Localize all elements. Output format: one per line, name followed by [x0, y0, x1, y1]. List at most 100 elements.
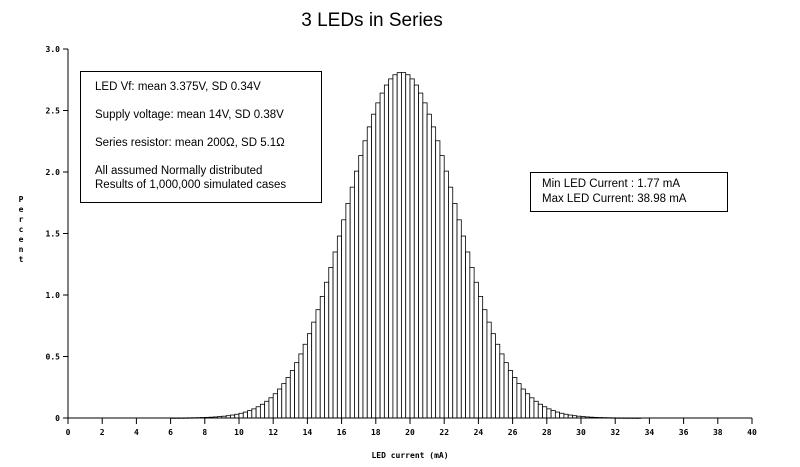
histogram-bar — [234, 413, 240, 419]
y-axis-label-char: c — [19, 225, 24, 234]
histogram-bar — [460, 235, 466, 419]
histogram-bar — [559, 412, 565, 419]
x-tick-label: 8 — [202, 428, 207, 437]
y-tick-label: 0.5 — [46, 353, 61, 362]
histogram-bar — [247, 410, 253, 419]
histogram-bar — [332, 251, 338, 419]
histogram-bar — [439, 155, 445, 419]
info-line-supply: Supply voltage: mean 14V, SD 0.38V — [95, 109, 284, 121]
histogram-bar — [306, 333, 313, 419]
histogram-bar — [495, 343, 501, 419]
x-tick-label: 22 — [439, 428, 449, 437]
x-tick-label: 36 — [679, 428, 689, 437]
histogram-bar — [503, 362, 509, 419]
histogram-bar — [371, 113, 377, 419]
histogram-bar — [336, 235, 343, 419]
histogram-bar — [281, 383, 287, 419]
y-axis-label-char: P — [19, 195, 24, 204]
y-axis-label-char: r — [19, 215, 24, 224]
histogram-bar — [413, 84, 419, 419]
x-tick-label: 28 — [542, 428, 552, 437]
histogram-bar — [546, 408, 552, 419]
histogram-bar — [448, 186, 454, 419]
histogram-bar — [354, 170, 360, 419]
histogram-bar — [443, 170, 449, 419]
max-current-label: Max LED Current: 38.98 mA — [542, 193, 687, 205]
histogram-bar — [324, 281, 330, 419]
histogram-bar — [277, 388, 283, 419]
histogram-bar — [345, 203, 351, 419]
histogram-bar — [499, 353, 505, 419]
axes-group: 00.51.01.52.02.53.00 2 4 6 8 10 12 14 16 18 20 22 24… — [46, 45, 757, 437]
histogram-bar — [456, 219, 462, 419]
x-tick-label: 32 — [610, 428, 620, 437]
x-tick-label: 4 — [134, 428, 139, 437]
histogram-bar — [507, 370, 514, 419]
assumptions-box: LED Vf: mean 3.375V, SD 0.34V Supply vol… — [80, 71, 322, 203]
histogram-bar — [554, 411, 561, 419]
histogram-bar — [435, 140, 441, 419]
x-tick-label: 34 — [645, 428, 655, 437]
histogram-bar — [542, 406, 548, 419]
histogram-bar — [379, 92, 385, 419]
histogram-bar — [349, 186, 355, 419]
y-axis-label-char: t — [19, 255, 24, 264]
x-tick-label: 14 — [303, 428, 313, 437]
histogram-bar — [533, 400, 539, 419]
histogram-bar — [255, 406, 261, 419]
x-tick-label: 10 — [234, 428, 244, 437]
histogram-bar — [302, 343, 308, 419]
histogram-bar — [512, 377, 518, 419]
histogram-bar — [482, 309, 488, 419]
histogram-bar — [529, 397, 535, 419]
histogram-bar — [251, 408, 257, 419]
histogram-bar — [426, 113, 432, 419]
histogram-bar — [298, 353, 304, 419]
x-tick-label: 26 — [508, 428, 518, 437]
histogram-bar — [238, 412, 244, 419]
histogram-bar — [272, 393, 278, 419]
y-tick-label: 3.0 — [46, 45, 61, 54]
histogram-bar — [328, 267, 334, 419]
info-line-led-vf: LED Vf: mean 3.375V, SD 0.34V — [95, 81, 261, 93]
histogram-bar — [516, 383, 522, 419]
histogram-bar — [490, 333, 496, 419]
histogram-bar — [259, 403, 266, 419]
info-line-resistor: Series resistor: mean 200Ω, SD 5.1Ω — [95, 137, 285, 149]
histogram-bar — [383, 84, 390, 419]
histogram-bar — [285, 377, 291, 419]
x-tick-label: 6 — [168, 428, 173, 437]
histogram-bar — [405, 74, 411, 419]
y-axis-label-char: e — [19, 205, 24, 214]
histogram-bar — [319, 295, 325, 419]
histogram-bar — [388, 78, 394, 419]
info-line-results: Results of 1,000,000 simulated cases — [95, 179, 287, 191]
histogram-bar — [362, 140, 368, 419]
y-tick-label: 0 — [55, 414, 60, 423]
histogram-bar — [311, 321, 317, 419]
x-tick-label: 12 — [268, 428, 278, 437]
histogram-bar — [396, 72, 402, 419]
histogram-bar — [392, 74, 398, 419]
histogram-bar — [268, 397, 274, 419]
chart-title: 3 LEDs in Series — [301, 10, 443, 31]
histogram-bar — [418, 92, 424, 419]
current-range-box: Min LED Current : 1.77 mA Max LED Curren… — [530, 172, 728, 212]
x-tick-label: 20 — [405, 428, 415, 437]
x-tick-label: 24 — [474, 428, 484, 437]
y-tick-label: 2.0 — [46, 168, 61, 177]
min-current-label: Min LED Current : 1.77 mA — [542, 178, 681, 190]
y-tick-label: 2.5 — [46, 107, 61, 116]
histogram-bar — [341, 219, 347, 419]
histogram-bar — [520, 388, 526, 419]
histogram-bar — [563, 413, 569, 419]
info-line-distribution: All assumed Normally distributed — [95, 165, 263, 177]
histogram-bar — [366, 126, 372, 419]
histogram-bar — [422, 102, 428, 419]
histogram-bar — [294, 362, 300, 419]
x-tick-label: 18 — [371, 428, 381, 437]
x-tick-label: 40 — [747, 428, 757, 437]
histogram-bar — [242, 411, 248, 419]
